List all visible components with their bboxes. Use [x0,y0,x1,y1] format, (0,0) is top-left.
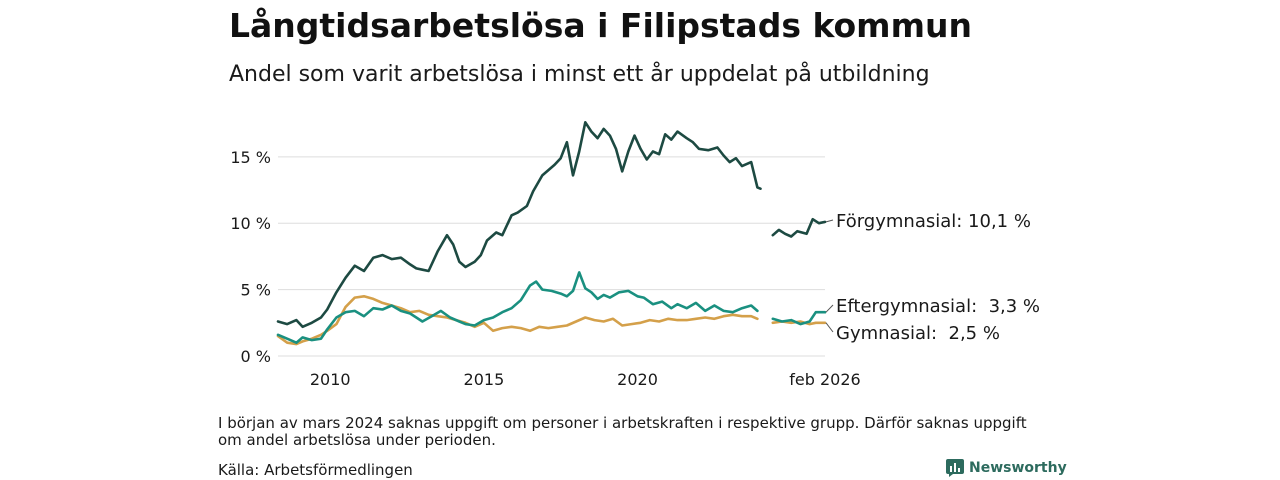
source-note: Källa: Arbetsförmedlingen [218,461,413,479]
series-label-forgymnasial: Förgymnasial: 10,1 % [836,211,1031,232]
series-label-gymnasial: Gymnasial: 2,5 % [836,323,1000,344]
footnote: I början av mars 2024 saknas uppgift om … [218,414,1027,449]
y-tick-label: 0 % [241,347,271,366]
newsworthy-logo-icon [946,459,964,477]
brand-name: Newsworthy [969,460,1067,476]
y-tick-label: 15 % [230,148,271,167]
series-end-labels: Förgymnasial: 10,1 % Eftergymnasial: 3,3 … [825,211,1040,344]
series-line-gymnasial-segment-1 [276,295,759,346]
series-label-eftergymnasial: Eftergymnasial: 3,3 % [836,296,1040,317]
y-tick-label: 10 % [230,214,271,233]
y-axis-tick-labels: 0 % 5 % 10 % 15 % [230,148,271,366]
y-tick-label: 5 % [241,281,271,300]
x-axis-tick-labels: 2010 2015 2020 feb 2026 [310,370,861,389]
series-line-forgymnasial-segment-2 [771,217,827,238]
chart-title: Långtidsarbetslösa i Filipstads kommun [229,6,972,45]
x-tick-label: 2015 [464,370,505,389]
chart-subtitle: Andel som varit arbetslösa i minst ett å… [229,62,930,87]
series-line-forgymnasial-segment-1 [276,121,762,329]
x-tick-label: 2020 [617,370,658,389]
label-leader-forgymnasial [825,219,834,223]
x-tick-label: feb 2026 [789,370,860,389]
x-tick-label: 2010 [310,370,351,389]
series-lines [276,121,827,346]
grid-lines [278,156,825,357]
brand-logo: Newsworthy [946,459,1067,477]
line-chart: 0 % 5 % 10 % 15 % 2010 2015 2020 feb 2026 Förg… [230,121,1040,389]
series-line-eftergymnasial-segment-1 [276,271,759,344]
label-leader-gymnasial [825,322,834,333]
label-leader-eftergymnasial [825,304,834,313]
series-line-eftergymnasial-segment-2 [771,310,827,326]
